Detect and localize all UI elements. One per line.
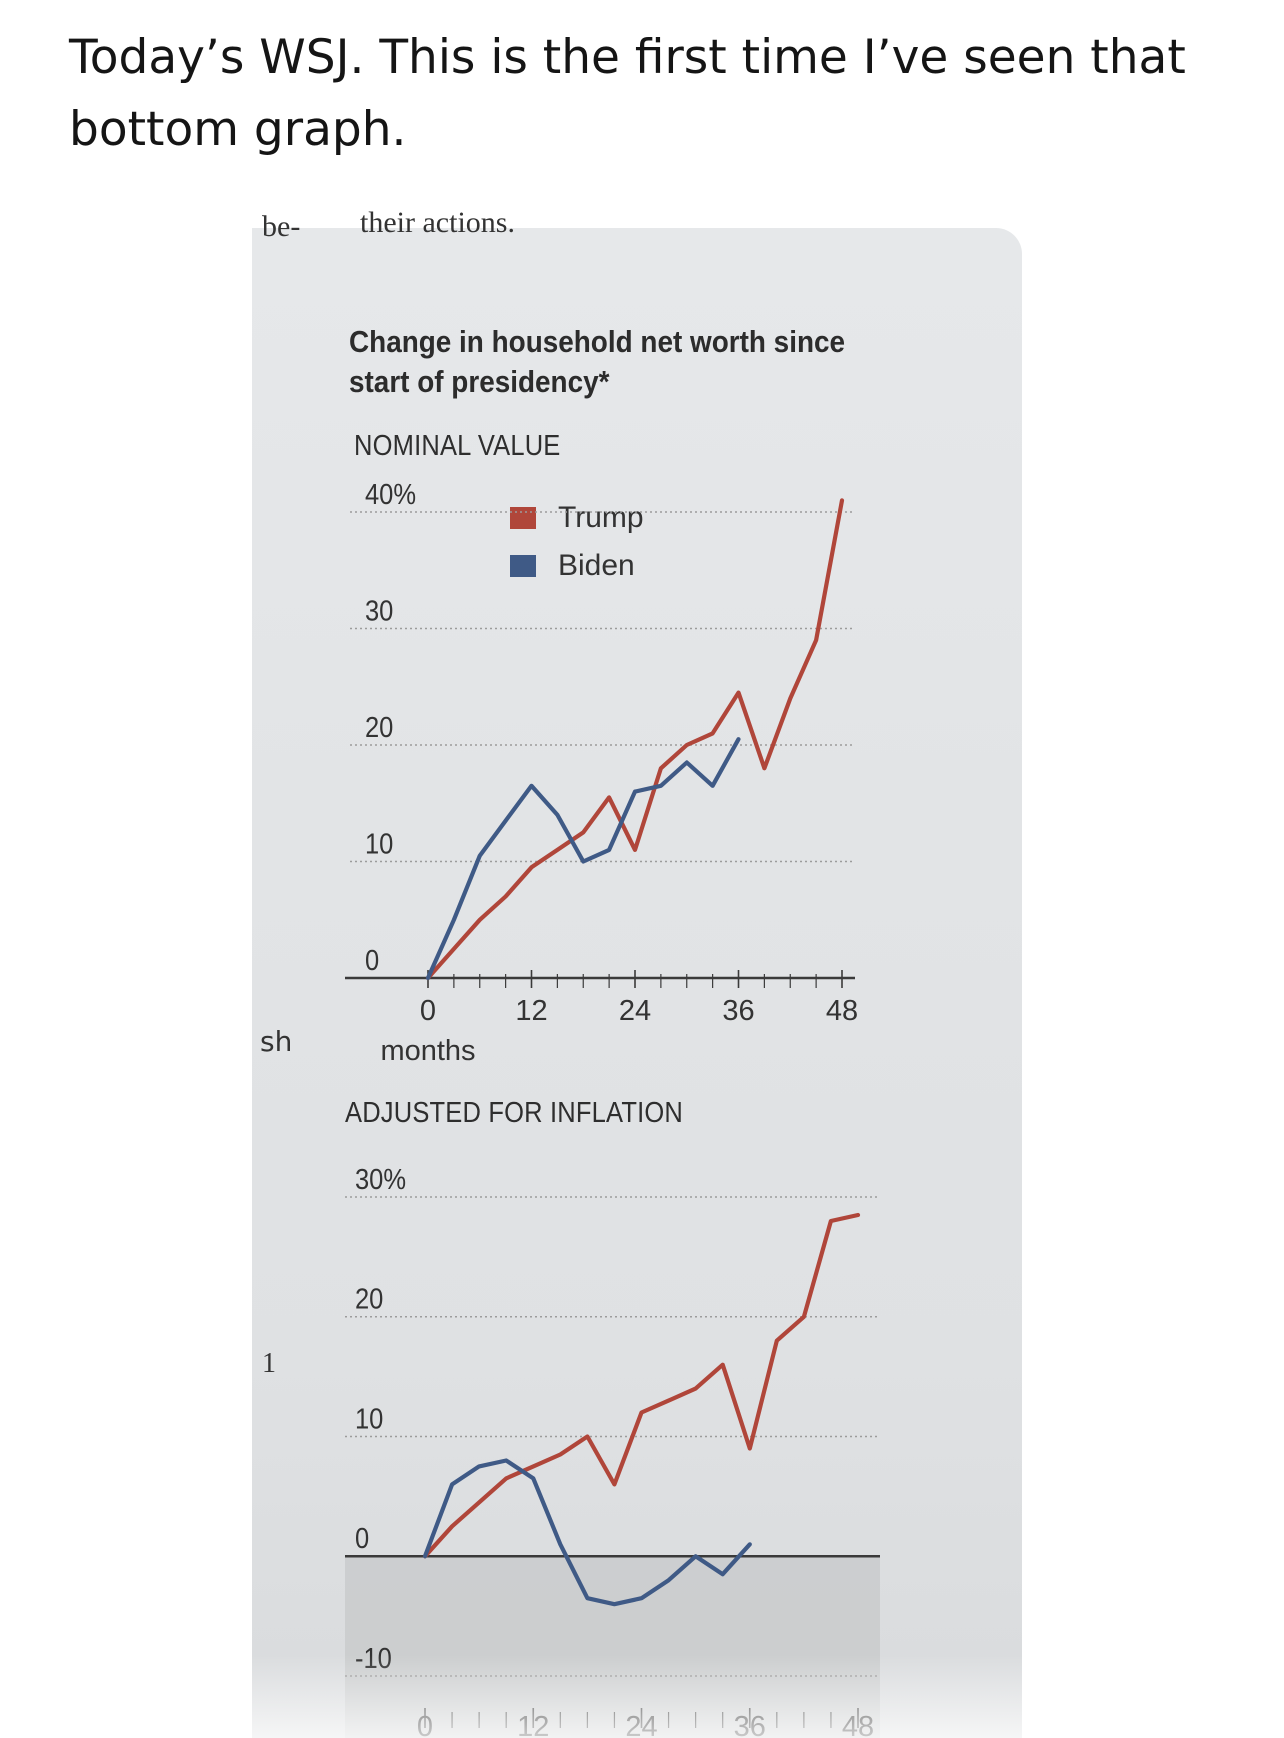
y-tick-label: 40% — [365, 477, 416, 510]
y-tick-label: -10 — [355, 1641, 392, 1674]
chart-legend: Trump Biden — [510, 494, 644, 590]
chart-panel-inflation: -10 0 10 20 30% 0 12 24 36 48 — [345, 1162, 880, 1738]
x-tick-label: 0 — [417, 1711, 433, 1738]
series-line-biden-nominal — [425, 737, 741, 981]
newspaper-clipping — [252, 228, 1022, 1738]
chart-title: Change in household net worth since star… — [349, 324, 846, 399]
y-tick-label: 0 — [365, 943, 379, 976]
clipping-left-fragment-top: be- — [262, 210, 301, 243]
post-caption: Today’s WSJ. This is the first time I’ve… — [69, 30, 1186, 157]
y-tick-label: 0 — [355, 1522, 369, 1555]
x-tick-label: 36 — [722, 995, 754, 1027]
x-tick-label: 48 — [842, 1711, 874, 1738]
y-tick-label: 20 — [365, 710, 393, 743]
y-tick-label: 10 — [355, 1402, 383, 1435]
x-tick-label: 24 — [619, 995, 651, 1027]
series-line-trump-inflation — [422, 1212, 861, 1559]
x-tick-label: 24 — [625, 1711, 657, 1738]
x-tick-label: 0 — [420, 995, 436, 1027]
y-tick-label: 10 — [365, 827, 393, 860]
legend-label-biden: Biden — [558, 549, 635, 582]
series-line-trump-nominal — [425, 498, 845, 981]
panel-title-nominal: NOMINAL VALUE — [354, 430, 561, 462]
legend-label-trump: Trump — [558, 501, 644, 534]
clipping-left-fragment-low: 1 — [262, 1348, 276, 1379]
clipping-left-fragment-mid: sh — [260, 1025, 293, 1058]
x-tick-label: 12 — [515, 995, 547, 1027]
chart-panel-nominal: 0 10 20 30 40% 0 12 24 36 48 months — [345, 477, 858, 1067]
panel-title-inflation: ADJUSTED FOR INFLATION — [345, 1097, 684, 1129]
x-tick-label: 48 — [826, 995, 858, 1027]
x-tick-label: 12 — [517, 1711, 549, 1738]
series-line-biden-inflation — [422, 1458, 752, 1607]
clipping-top-text: their actions. — [360, 206, 515, 239]
x-axis-title: months — [380, 1035, 475, 1067]
x-tick-label: 36 — [734, 1711, 766, 1738]
y-tick-label: 30% — [355, 1162, 406, 1195]
legend-swatch-biden — [510, 555, 536, 577]
legend-item-biden: Biden — [510, 542, 644, 590]
y-tick-label: 20 — [355, 1282, 383, 1315]
y-tick-label: 30 — [365, 594, 393, 627]
